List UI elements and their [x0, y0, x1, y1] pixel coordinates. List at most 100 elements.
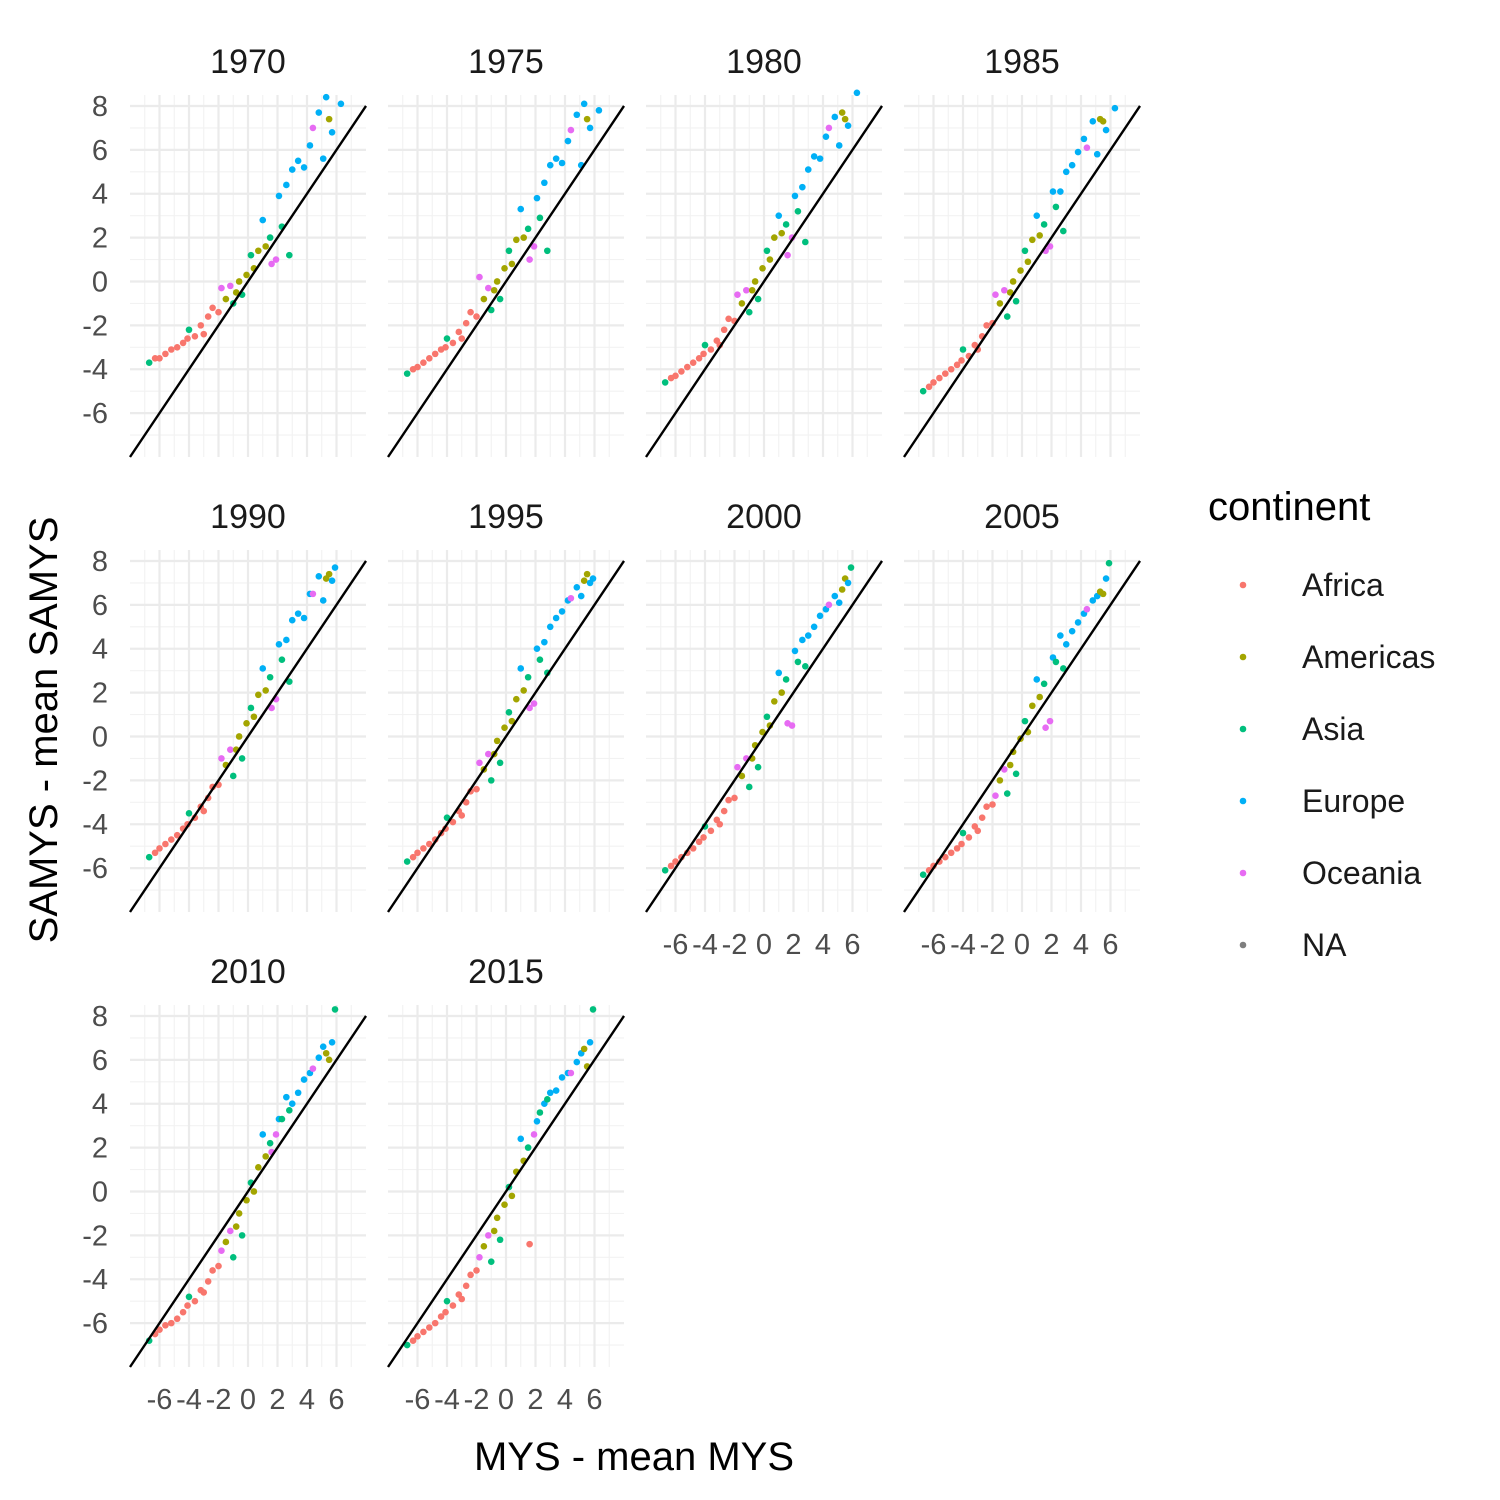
- data-point: [1099, 118, 1107, 125]
- data-point: [179, 1308, 187, 1316]
- data-point: [1009, 278, 1017, 285]
- data-point: [586, 1038, 594, 1046]
- data-point: [513, 695, 520, 703]
- reference-line: [903, 105, 1141, 458]
- y-tick-label: 0: [92, 266, 108, 298]
- facet-title: 2015: [468, 953, 544, 991]
- y-tick-label: -6: [82, 853, 108, 885]
- data-point: [580, 577, 588, 585]
- data-point: [700, 350, 707, 358]
- data-point: [804, 166, 812, 173]
- y-tick-label: -2: [82, 765, 108, 797]
- x-tick-label: -4: [692, 929, 718, 961]
- legend-label: NA: [1302, 927, 1347, 963]
- data-point: [763, 713, 771, 721]
- reference-line: [129, 105, 367, 458]
- data-point: [286, 1107, 293, 1114]
- data-point: [449, 818, 457, 826]
- data-point: [1052, 658, 1060, 666]
- data-point: [567, 126, 575, 134]
- data-point: [443, 1297, 451, 1305]
- data-point: [200, 807, 208, 815]
- reference-line: [387, 105, 625, 458]
- data-point: [496, 1236, 504, 1244]
- data-point: [1003, 313, 1011, 320]
- data-point: [1099, 590, 1107, 598]
- data-point: [942, 853, 949, 861]
- data-point: [734, 763, 741, 771]
- y-tick-label: 2: [92, 1133, 108, 1165]
- facet-title: 1975: [468, 43, 544, 81]
- x-tick-label: -6: [921, 929, 947, 961]
- data-point: [992, 792, 999, 800]
- data-point: [530, 243, 538, 250]
- x-tick-label: 2: [785, 929, 801, 961]
- data-point: [485, 284, 492, 292]
- data-point: [775, 669, 783, 677]
- data-point: [748, 286, 756, 294]
- data-point: [278, 1115, 286, 1123]
- data-point: [238, 755, 246, 762]
- data-point: [1001, 286, 1008, 294]
- data-point: [567, 594, 575, 602]
- y-tick-label: 6: [92, 590, 108, 622]
- data-point: [227, 746, 234, 753]
- data-point: [243, 1196, 250, 1204]
- data-point: [426, 354, 433, 362]
- facet-panel-2005: 2005 -6 -4 -2 0 2 4 6: [903, 498, 1141, 961]
- data-point: [701, 341, 709, 349]
- data-point: [262, 243, 270, 250]
- facet-title: 2005: [984, 498, 1060, 536]
- data-point: [309, 124, 317, 132]
- data-point: [235, 1210, 243, 1217]
- y-tick-label: 2: [92, 223, 108, 255]
- x-tick-label: -2: [464, 1384, 490, 1416]
- data-point: [309, 590, 317, 598]
- data-point: [782, 676, 790, 683]
- data-point: [325, 115, 333, 123]
- data-point: [462, 319, 470, 327]
- facet-panel-1970: 1970 -6 -4 -2 0 2 4 6 8: [82, 43, 367, 458]
- y-tick-label: -4: [82, 1264, 108, 1296]
- data-point: [505, 247, 513, 255]
- data-point: [959, 346, 967, 353]
- data-point: [215, 1262, 222, 1270]
- data-point: [799, 183, 806, 191]
- data-point: [319, 1043, 327, 1050]
- data-point: [700, 834, 707, 841]
- data-point: [487, 306, 495, 314]
- data-point: [227, 282, 234, 290]
- x-tick-label: 4: [1073, 929, 1089, 961]
- data-point: [493, 737, 501, 745]
- data-point: [1105, 559, 1113, 567]
- data-point: [300, 614, 308, 622]
- data-point: [443, 814, 451, 821]
- data-point: [501, 265, 508, 272]
- data-point: [799, 636, 806, 644]
- data-point: [844, 579, 852, 587]
- x-tick-label: 0: [240, 1384, 256, 1416]
- data-point: [409, 1337, 417, 1344]
- x-tick-label: -4: [950, 929, 976, 961]
- data-point: [567, 1069, 575, 1077]
- y-tick-label: 8: [92, 546, 108, 578]
- data-point: [1060, 227, 1067, 235]
- data-point: [420, 359, 427, 366]
- data-point: [283, 181, 290, 189]
- data-point: [431, 350, 439, 358]
- data-point: [517, 665, 525, 672]
- data-point: [835, 599, 843, 606]
- data-point: [449, 339, 457, 347]
- data-point: [156, 845, 163, 852]
- data-point: [322, 1049, 330, 1057]
- data-point: [526, 704, 533, 712]
- data-point: [185, 326, 193, 334]
- y-tick-label: 6: [92, 135, 108, 167]
- data-point: [526, 256, 533, 263]
- data-point: [337, 100, 345, 108]
- y-tick-label: 0: [92, 1176, 108, 1208]
- data-point: [179, 339, 187, 347]
- data-point: [151, 849, 159, 857]
- x-tick-label: -2: [722, 929, 748, 961]
- data-point: [1049, 188, 1057, 195]
